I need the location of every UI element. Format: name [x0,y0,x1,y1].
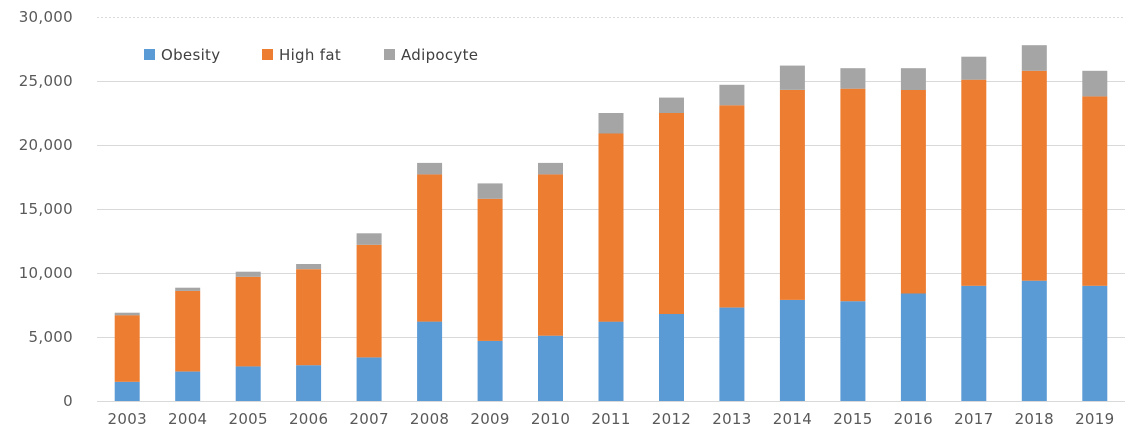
bar-segment-obesity [538,335,563,401]
legend-swatch [144,49,155,60]
legend-swatch [384,49,395,60]
x-tick-label: 2009 [470,410,509,427]
legend-label: Adipocyte [401,46,478,64]
bar-segment-obesity [779,299,805,401]
bar-segment-adipocyte [538,162,563,175]
bar-segment-obesity [659,314,684,401]
bar-segment-obesity [900,293,926,401]
bar-segment-adipocyte [719,84,745,106]
x-tick-label: 2010 [531,410,570,427]
bar-segment-high-fat [1082,96,1108,286]
bar-segment-adipocyte [417,162,443,175]
x-tick-label: 2016 [894,410,933,427]
bar-segment-adipocyte [477,183,503,199]
bar-segment-obesity [719,307,745,401]
x-tick-label: 2007 [349,410,388,427]
bar-segment-adipocyte [598,113,624,134]
bar-segment-adipocyte [114,312,140,316]
y-tick-label: 5,000 [29,328,73,346]
bar-segment-obesity [598,321,624,401]
x-tick-label: 2004 [168,410,207,427]
legend-item: Adipocyte [384,46,478,64]
legend-item: High fat [262,46,341,64]
bar-segment-high-fat [417,174,443,322]
bar-segment-obesity [961,285,987,401]
bar-segment-high-fat [840,88,866,302]
bar-segment-high-fat [659,113,684,314]
bar-segment-obesity [235,366,261,401]
bar-segment-adipocyte [175,287,201,291]
legend-label: High fat [279,46,341,64]
x-tick-label: 2006 [289,410,328,427]
bar-segment-high-fat [477,198,503,341]
x-tick-label: 2011 [591,410,630,427]
bar-segment-obesity [356,357,382,401]
y-tick-label: 10,000 [19,264,73,282]
bar-segment-high-fat [356,244,382,358]
x-tick-label: 2015 [833,410,872,427]
y-tick-label: 25,000 [19,72,73,90]
bar-segment-adipocyte [659,97,684,113]
y-tick-label: 30,000 [19,8,73,26]
bar-segment-high-fat [719,105,745,308]
bar-segment-high-fat [900,90,926,294]
bar-segment-high-fat [114,315,140,382]
y-tick-label: 15,000 [19,200,73,218]
legend-swatch [262,49,273,60]
legend: Obesity High fat Adipocyte [144,46,478,64]
bar-segment-adipocyte [779,65,805,90]
x-tick-label: 2012 [652,410,691,427]
bars [114,45,1108,401]
bar-segment-adipocyte [356,233,382,245]
bar-segment-obesity [1082,285,1108,401]
bar-segment-obesity [175,371,201,401]
bar-segment-high-fat [235,276,261,367]
bar-segment-obesity [1021,280,1047,401]
x-tick-label: 2017 [954,410,993,427]
bar-segment-high-fat [175,290,201,372]
legend-label: Obesity [161,46,220,64]
bar-segment-high-fat [1021,70,1047,281]
bar-segment-adipocyte [296,264,322,270]
bar-segment-high-fat [779,90,805,300]
bar-segment-obesity [840,301,866,401]
bar-segment-obesity [114,381,140,401]
bar-segment-adipocyte [961,56,987,80]
y-tick-label: 0 [63,392,73,410]
x-tick-label: 2018 [1015,410,1054,427]
bar-segment-adipocyte [1082,70,1108,97]
bar-segment-high-fat [598,133,624,322]
bar-segment-adipocyte [1021,45,1047,71]
bar-segment-high-fat [296,269,322,366]
bar-segment-adipocyte [840,68,866,89]
bar-segment-obesity [296,365,322,401]
bar-segment-adipocyte [235,271,261,277]
legend-item: Obesity [144,46,220,64]
bar-segment-high-fat [538,174,563,336]
x-tick-label: 2003 [108,410,147,427]
x-tick-label: 2008 [410,410,449,427]
y-tick-label: 20,000 [19,136,73,154]
x-axis: 2003 2004 2005 2006 2007 2008 2009 2010 2011 2012… [108,410,1115,427]
x-tick-label: 2014 [773,410,812,427]
x-tick-label: 2019 [1075,410,1114,427]
bar-segment-obesity [477,340,503,401]
bar-segment-high-fat [961,79,987,286]
x-tick-label: 2013 [712,410,751,427]
y-axis: 0 5,000 10,000 15,000 20,000 25,000 30,000 [19,8,73,410]
bar-segment-adipocyte [900,68,926,90]
x-tick-label: 2005 [228,410,267,427]
bar-segment-obesity [417,321,443,401]
